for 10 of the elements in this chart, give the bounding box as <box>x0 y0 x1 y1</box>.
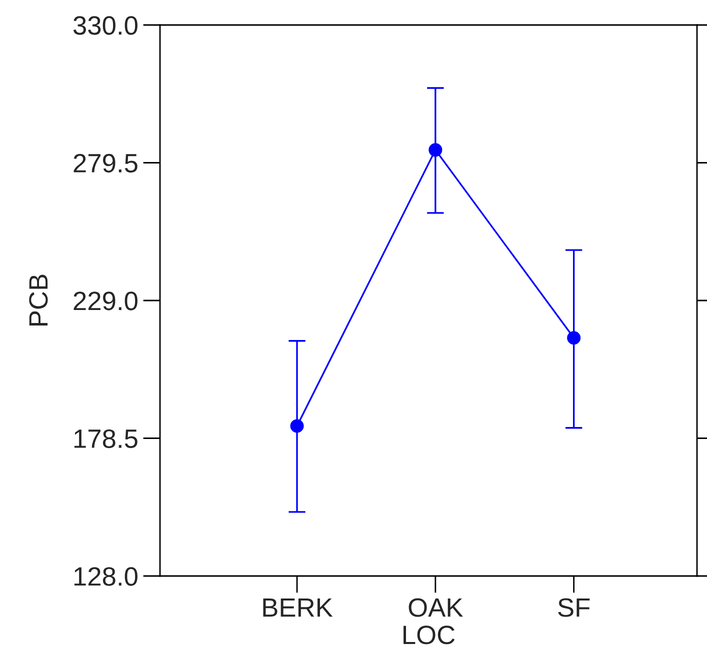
x-tick-label: SF <box>558 598 590 617</box>
y-tick-label: 330.0 <box>73 16 138 35</box>
y-tick-label: 178.5 <box>74 429 138 448</box>
x-tick-label: BERK <box>263 598 333 617</box>
y-tick-label: 128.0 <box>74 567 138 586</box>
y-axis-title: PCB <box>29 274 48 326</box>
x-tick-label: OAK <box>408 598 463 617</box>
y-tick-label: 229.0 <box>74 292 138 310</box>
x-axis-title: LOC <box>404 626 455 644</box>
y-tick-label: 279.5 <box>74 154 138 173</box>
